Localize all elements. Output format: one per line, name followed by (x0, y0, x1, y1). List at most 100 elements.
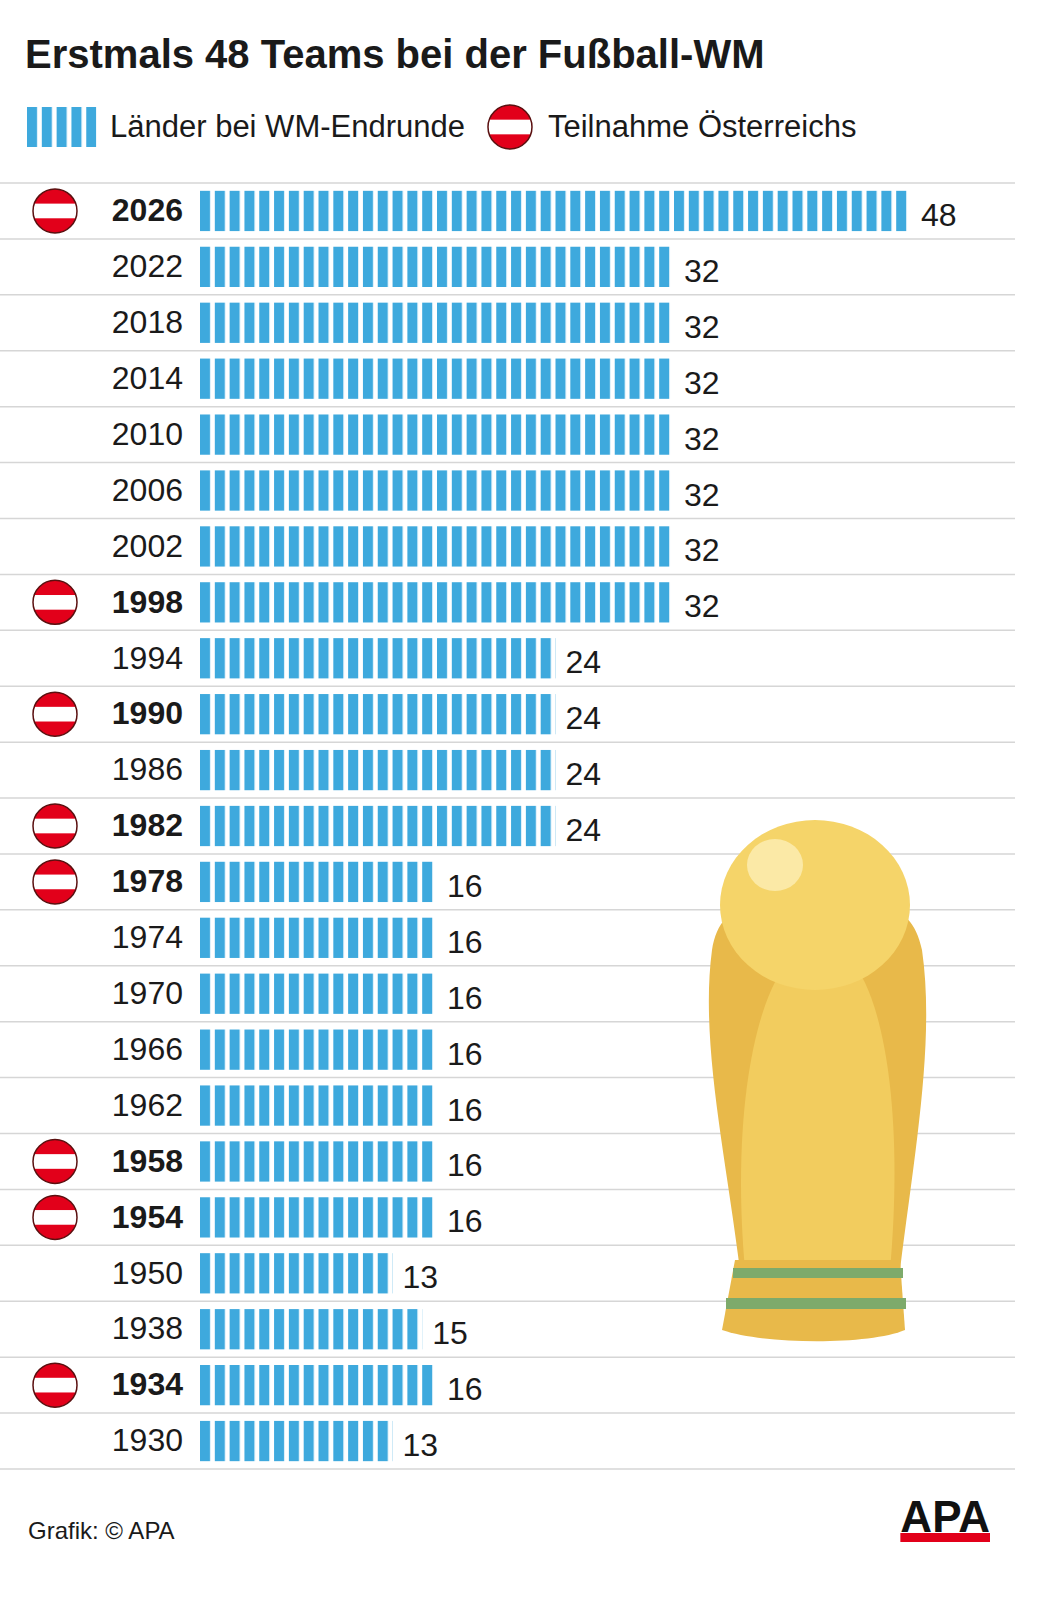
bar (200, 191, 911, 231)
bar (200, 918, 437, 958)
legend: Länder bei WM-Endrunde Teilnahme Österrei… (27, 105, 856, 149)
tick-label: 2026 (112, 192, 183, 228)
tick: 1950 (112, 1255, 183, 1291)
tick-label: 1938 (112, 1310, 183, 1346)
data-label: 13 (403, 1427, 439, 1463)
flag-disc (33, 860, 77, 904)
title: Erstmals 48 Teams bei der Fußball-WM (25, 32, 764, 76)
legend-label: Teilnahme Österreichs (548, 109, 856, 144)
data-labels: 4832323232323232242424241616161616161613… (403, 197, 957, 1463)
tick-label: 1934 (112, 1366, 183, 1402)
row-separator (0, 238, 1015, 240)
legend-label: Länder bei WM-Endrunde (110, 109, 465, 144)
data-label: 24 (566, 756, 602, 792)
bar (200, 359, 674, 399)
row-separator (0, 406, 1015, 408)
flag-disc (33, 580, 77, 624)
flag-disc (33, 692, 77, 736)
bar (200, 1365, 437, 1405)
trophy-illustration (709, 820, 926, 1341)
flag-band (33, 875, 77, 890)
row-separator (0, 574, 1015, 576)
trophy-part (722, 1260, 905, 1341)
flag-disc (33, 804, 77, 848)
data-label: 32 (684, 253, 720, 289)
flag-band (33, 595, 77, 610)
data-label: 16 (447, 1147, 483, 1183)
row-separator (0, 350, 1015, 352)
tick-label: 1966 (112, 1031, 183, 1067)
tick-label: 2002 (112, 528, 183, 564)
row-separator (0, 182, 1015, 184)
data-label: 16 (447, 924, 483, 960)
row-separator (0, 294, 1015, 296)
tick: 1962 (112, 1087, 183, 1123)
bar (200, 1197, 437, 1237)
flag-outline (488, 105, 532, 149)
tick: 2002 (112, 528, 183, 564)
logo: APA (900, 1492, 990, 1542)
data-label: 16 (447, 980, 483, 1016)
data-label: 13 (403, 1259, 439, 1295)
data-label: 16 (447, 1371, 483, 1407)
flag-disc (488, 105, 532, 149)
data-label: 32 (684, 532, 720, 568)
data-label: 16 (447, 868, 483, 904)
tick: 2006 (112, 472, 183, 508)
tick: 1934 (112, 1366, 183, 1402)
legend-swatch (27, 107, 96, 147)
tick-label: 1950 (112, 1255, 183, 1291)
bar (200, 526, 674, 566)
logo-bar (900, 1533, 990, 1542)
row-separator (0, 1468, 1015, 1470)
bar (200, 862, 437, 902)
bars (200, 191, 911, 1461)
row-separator (0, 462, 1015, 464)
tick-label: 1986 (112, 751, 183, 787)
tick-label: 2014 (112, 360, 183, 396)
tick: 2014 (112, 360, 183, 396)
tick: 2010 (112, 416, 183, 452)
data-label: 24 (566, 700, 602, 736)
participation-markers (33, 189, 77, 1407)
flag-band (488, 120, 532, 135)
legend-swatch (488, 105, 532, 149)
flag-outline (33, 580, 77, 624)
data-label: 32 (684, 421, 720, 457)
flag-band (33, 819, 77, 834)
row-separator (0, 630, 1015, 632)
tick-label: 1930 (112, 1422, 183, 1458)
data-label: 24 (566, 812, 602, 848)
flag-marker (33, 1139, 77, 1183)
flag-marker (33, 692, 77, 736)
trophy-part (733, 1268, 903, 1278)
row-separator (0, 518, 1015, 520)
tick-label: 1974 (112, 919, 183, 955)
row-separator (0, 685, 1015, 687)
data-label: 24 (566, 644, 602, 680)
tick: 1982 (112, 807, 183, 843)
tick: 1938 (112, 1310, 183, 1346)
tick: 2022 (112, 248, 183, 284)
logo-text: APA (900, 1492, 990, 1541)
data-label: 16 (447, 1203, 483, 1239)
bar (200, 414, 674, 454)
tick: 1930 (112, 1422, 183, 1458)
flag-disc (33, 1195, 77, 1239)
flag-marker (33, 189, 77, 233)
bar (200, 303, 674, 343)
data-label: 32 (684, 477, 720, 513)
flag-outline (33, 189, 77, 233)
tick: 2018 (112, 304, 183, 340)
bar (200, 750, 556, 790)
bar (200, 974, 437, 1014)
tick-label: 2018 (112, 304, 183, 340)
bar (200, 806, 556, 846)
flag-disc (33, 1363, 77, 1407)
tick: 1966 (112, 1031, 183, 1067)
tick: 1998 (112, 584, 183, 620)
data-label: 15 (432, 1315, 468, 1351)
source: Grafik: © APA (28, 1517, 175, 1544)
tick: 1986 (112, 751, 183, 787)
tick: 1978 (112, 863, 183, 899)
